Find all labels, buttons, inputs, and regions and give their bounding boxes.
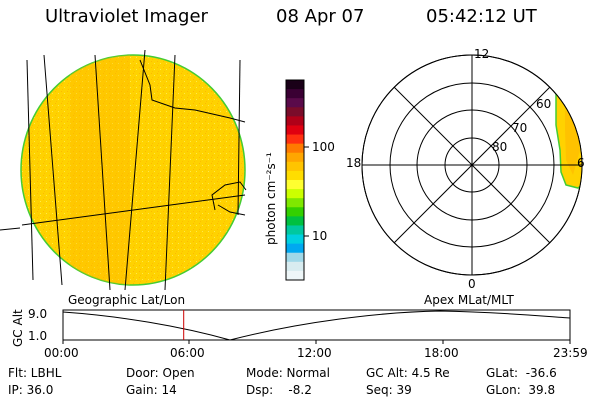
colorbar-segment bbox=[286, 261, 304, 272]
mlat-label-80: 80 bbox=[492, 140, 508, 154]
colorbar-segment bbox=[286, 207, 304, 217]
status-glon: GLon: 39.8 bbox=[486, 383, 556, 397]
colorbar-segment bbox=[286, 180, 304, 190]
colorbar bbox=[285, 79, 309, 281]
geographic-disk bbox=[0, 49, 247, 291]
colorbar-segment bbox=[286, 234, 304, 245]
timeline-xtick-0600: 06:00 bbox=[170, 346, 205, 360]
mlt-label-6: 6 bbox=[577, 156, 585, 170]
timeline-ylabel: GC Alt bbox=[11, 309, 25, 347]
timeline-frame bbox=[62, 309, 571, 341]
colorbar-tick-100: 100 bbox=[312, 140, 335, 154]
mlat-label-70: 70 bbox=[512, 121, 528, 135]
timeline-xtick-1800: 18:00 bbox=[424, 346, 459, 360]
colorbar-tick-10: 10 bbox=[312, 229, 328, 243]
timeline-ytick-min: 1.0 bbox=[28, 329, 48, 343]
timeline-xtick-1200: 12:00 bbox=[297, 346, 332, 360]
mlt-label-12: 12 bbox=[474, 47, 490, 61]
observation-date: 08 Apr 07 bbox=[276, 6, 365, 27]
left-panel-title: Geographic Lat/Lon bbox=[68, 293, 186, 307]
colorbar-segment bbox=[286, 170, 304, 181]
colorbar-segment bbox=[286, 107, 304, 117]
colorbar-segment bbox=[286, 198, 304, 208]
colorbar-segment bbox=[286, 125, 304, 136]
colorbar-segment bbox=[286, 216, 304, 226]
status-gc-alt: GC Alt: 4.5 Re bbox=[366, 366, 450, 380]
timeline-xtick-2359: 23:59 bbox=[553, 346, 588, 360]
timeline-ytick-max: 9.0 bbox=[28, 307, 48, 321]
status-flt: Flt: LBHL bbox=[8, 366, 62, 380]
colorbar-segment bbox=[286, 252, 304, 263]
instrument-title: Ultraviolet Imager bbox=[45, 6, 208, 27]
status-seq: Seq: 39 bbox=[366, 383, 412, 397]
colorbar-segment bbox=[286, 161, 304, 172]
colorbar-segment bbox=[286, 243, 304, 254]
colorbar-segment bbox=[286, 152, 304, 163]
colorbar-frame bbox=[285, 79, 305, 281]
colorbar-segment bbox=[286, 270, 304, 281]
colorbar-segment bbox=[286, 189, 304, 199]
colorbar-segment bbox=[286, 116, 304, 126]
status-mode: Mode: Normal bbox=[246, 366, 330, 380]
status-dsp: Dsp: -8.2 bbox=[246, 383, 312, 397]
colorbar-segment bbox=[286, 225, 304, 236]
gc-alt-curve bbox=[62, 310, 571, 341]
observation-time: 05:42:12 UT bbox=[426, 6, 537, 27]
colorbar-segment bbox=[286, 134, 304, 145]
colorbar-segment bbox=[286, 89, 304, 99]
status-door: Door: Open bbox=[126, 366, 195, 380]
mlt-label-18: 18 bbox=[346, 156, 362, 170]
right-panel-title: Apex MLat/MLT bbox=[424, 293, 514, 307]
colorbar-unit-label: photon cm⁻²s⁻¹ bbox=[264, 152, 278, 245]
mlat-label-60: 60 bbox=[536, 97, 552, 111]
polar-plot bbox=[361, 54, 583, 276]
status-gain: Gain: 14 bbox=[126, 383, 177, 397]
colorbar-segment bbox=[286, 143, 304, 154]
uv-emission-disk bbox=[20, 54, 246, 286]
colorbar-segment bbox=[286, 98, 304, 108]
lon-lines bbox=[0, 49, 246, 291]
status-ip: IP: 36.0 bbox=[8, 383, 54, 397]
polar-grid bbox=[361, 54, 583, 276]
timeline-plot bbox=[62, 309, 571, 344]
coastlines bbox=[139, 59, 247, 216]
colorbar-segment bbox=[286, 80, 304, 90]
bright-band bbox=[70, 55, 130, 285]
mlt-label-0: 0 bbox=[468, 277, 476, 291]
status-glat: GLat: -36.6 bbox=[486, 366, 557, 380]
timeline-xtick-0000: 00:00 bbox=[44, 346, 79, 360]
